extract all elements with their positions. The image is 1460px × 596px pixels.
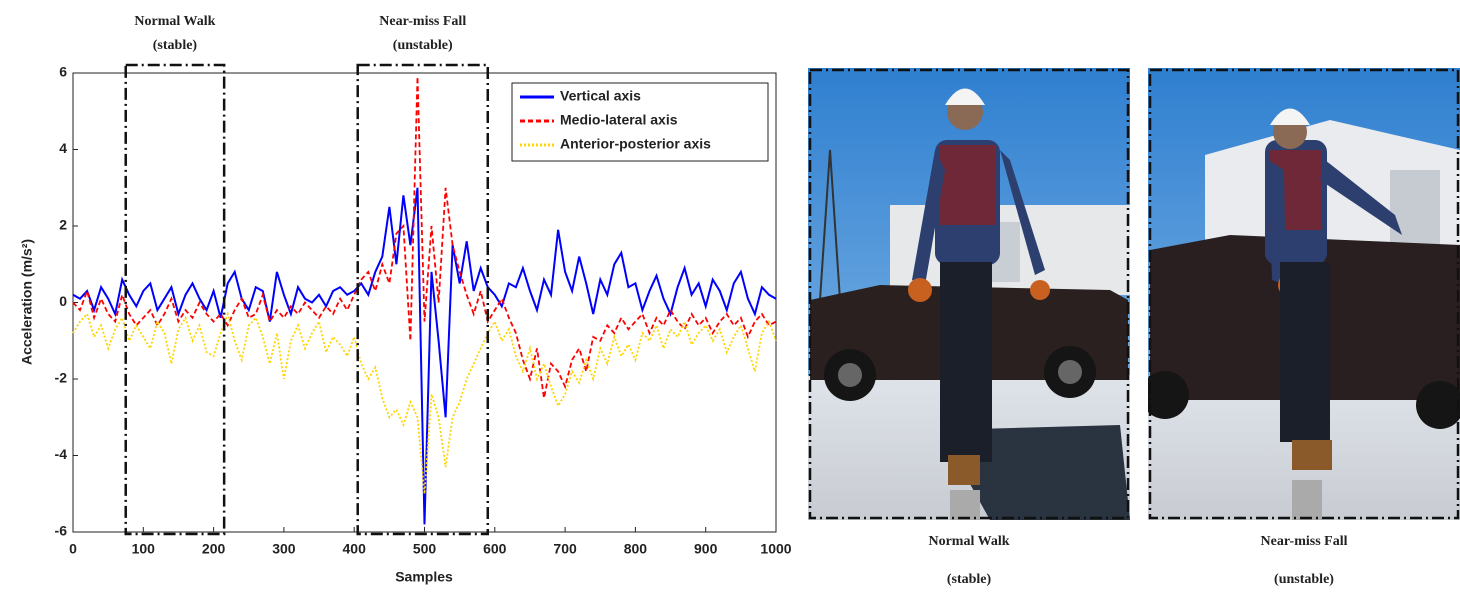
y-tick-label: 2: [59, 217, 67, 233]
x-tick-label: 100: [132, 541, 156, 557]
x-tick-label: 400: [343, 541, 367, 557]
legend-label: Vertical axis: [560, 88, 641, 104]
annotation-box: [356, 63, 490, 536]
plot-lines: [72, 76, 777, 525]
photo-caption: Near-miss Fall: [1261, 534, 1348, 549]
annotation-box: [124, 63, 226, 536]
photo-caption: (unstable): [1274, 572, 1334, 587]
x-tick-label: 0: [69, 541, 77, 557]
legend-label: Medio-lateral axis: [560, 112, 678, 128]
x-tick-label: 200: [202, 541, 226, 557]
y-tick-label: -4: [55, 446, 68, 462]
series-line: [72, 76, 777, 399]
photo-frame: [808, 68, 1130, 520]
photo-frame: [1148, 68, 1460, 520]
photo-near-miss-fall: [1148, 68, 1460, 520]
photo-caption: (stable): [947, 572, 992, 587]
y-tick-label: 4: [59, 140, 67, 156]
x-tick-label: 300: [272, 541, 296, 557]
y-tick-label: -6: [55, 523, 68, 539]
x-tick-label: 500: [413, 541, 437, 557]
x-axis-label: Samples: [395, 569, 453, 585]
x-tick-label: 600: [483, 541, 507, 557]
series-line: [72, 311, 777, 494]
y-axis-label: Acceleration (m/s²): [19, 239, 35, 365]
annotation-label: (unstable): [393, 38, 453, 53]
series-line: [72, 187, 777, 525]
y-tick-label: 0: [59, 293, 67, 309]
annotation-label: Normal Walk: [134, 14, 215, 29]
photo-normal-walk: [808, 68, 1130, 520]
legend-box: [511, 82, 769, 162]
photo-caption: Normal Walk: [928, 534, 1009, 549]
x-tick-label: 1000: [760, 541, 791, 557]
annotation-label: (stable): [153, 38, 198, 53]
x-tick-label: 700: [553, 541, 577, 557]
legend-label: Anterior-posterior axis: [560, 136, 711, 152]
y-tick-label: 6: [59, 64, 67, 80]
x-tick-label: 900: [694, 541, 718, 557]
x-tick-label: 800: [624, 541, 648, 557]
y-tick-label: -2: [55, 370, 68, 386]
annotation-label: Near-miss Fall: [379, 14, 466, 29]
